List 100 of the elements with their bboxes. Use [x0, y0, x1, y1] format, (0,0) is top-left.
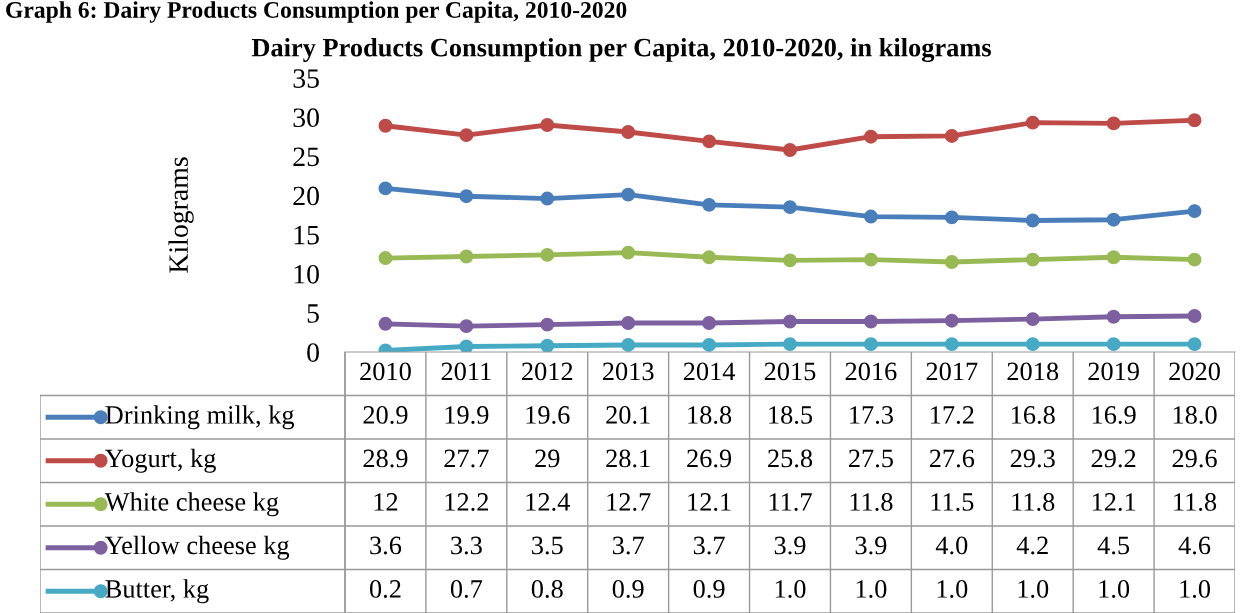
- data-label: 3.7: [612, 536, 644, 555]
- point: [540, 191, 555, 206]
- data-label: 19.6: [526, 406, 570, 424]
- point: [1025, 252, 1040, 267]
- point: [1187, 113, 1202, 128]
- x-tick-label: 2010: [360, 362, 411, 381]
- data-label: 17.3: [850, 406, 893, 424]
- x-tick-label: 2014: [683, 362, 736, 381]
- point: [863, 314, 878, 329]
- point: [1106, 116, 1121, 131]
- data-label: 1.0: [1099, 580, 1130, 598]
- y-tick-label: 35: [293, 69, 319, 88]
- point: [1025, 213, 1040, 228]
- point: [1025, 337, 1040, 352]
- data-label: 27.5: [848, 449, 893, 468]
- data-label: 20.1: [606, 406, 650, 424]
- point: [621, 316, 636, 330]
- data-label: 3.3: [451, 536, 482, 555]
- point: [702, 316, 717, 330]
- data-label: 16.8: [1011, 406, 1055, 424]
- data-label: 1.0: [856, 580, 887, 598]
- data-label: 0.9: [612, 580, 644, 598]
- point: [863, 129, 878, 144]
- point: [540, 118, 555, 132]
- point: [378, 118, 393, 133]
- data-label: 16.9: [1092, 406, 1136, 424]
- point: [621, 338, 636, 352]
- data-label: 29.2: [1091, 449, 1136, 468]
- point: [702, 250, 717, 265]
- y-tick-label: 10: [294, 264, 319, 284]
- data-label: 29.6: [1172, 449, 1217, 468]
- chart-title: Dairy Products Consumption per Capita, 2010-2020, in kilograms: [251, 37, 991, 63]
- data-label: 25.8: [768, 449, 813, 468]
- point: [1187, 204, 1202, 219]
- data-label: 12.7: [607, 493, 651, 511]
- point: [944, 210, 959, 225]
- point: [378, 251, 393, 266]
- y-tick-label: 20: [293, 186, 319, 206]
- point: [540, 338, 555, 352]
- x-tick-label: 2018: [1007, 362, 1059, 381]
- x-tick-label: 2015: [764, 362, 816, 381]
- data-label: 3.9: [855, 536, 887, 555]
- point: [783, 314, 797, 329]
- data-label: 11.7: [769, 493, 812, 511]
- data-label: 0.2: [369, 580, 401, 598]
- data-label: 18.0: [1173, 406, 1217, 424]
- x-tick-label: 2017: [926, 362, 978, 381]
- data-label: 1.0: [1180, 580, 1211, 598]
- legend-label: Drinking milk, kg: [105, 405, 295, 430]
- point: [944, 313, 959, 328]
- point: [1106, 212, 1121, 227]
- data-label: 12.4: [526, 493, 570, 511]
- data-label: 3.9: [774, 536, 806, 555]
- y-tick-label: 30: [293, 108, 319, 128]
- point: [1025, 115, 1040, 130]
- data-label: 26.9: [687, 449, 732, 468]
- data-label: 27.6: [929, 449, 975, 468]
- y-tick-label: 25: [293, 147, 319, 167]
- point: [1187, 309, 1202, 323]
- point: [783, 253, 797, 268]
- data-label: 18.5: [769, 406, 813, 424]
- data-label: 4.5: [1097, 536, 1130, 555]
- x-tick-label: 2012: [522, 362, 573, 381]
- data-label: 4.6: [1178, 536, 1211, 555]
- point: [378, 181, 393, 196]
- data-label: 4.0: [935, 536, 968, 555]
- legend-label: Yellow cheese kg: [105, 535, 290, 560]
- point: [378, 316, 393, 331]
- point: [540, 247, 555, 262]
- legend-label: Butter, kg: [105, 579, 209, 604]
- data-label: 0.7: [450, 580, 483, 598]
- point: [1106, 337, 1121, 352]
- data-label: 1.0: [937, 580, 968, 598]
- point: [459, 128, 474, 143]
- data-label: 11.8: [850, 493, 893, 511]
- point: [1106, 250, 1121, 265]
- point: [459, 339, 474, 352]
- point: [459, 319, 474, 334]
- data-label: 18.8: [688, 406, 732, 424]
- y-tick-label: 15: [294, 225, 319, 245]
- caption: Graph 6: Dairy Products Consumption per Capita, 2010-2020: [6, 1, 627, 23]
- data-label: 3.5: [532, 536, 563, 555]
- data-label: 29: [535, 449, 560, 468]
- y-axis-title: Kilograms: [168, 157, 194, 273]
- x-tick-label: 2016: [845, 362, 897, 381]
- point: [540, 317, 555, 332]
- data-label: 11.5: [931, 493, 974, 511]
- data-label: 20.9: [363, 406, 408, 424]
- x-tick-label: 2019: [1088, 362, 1139, 381]
- data-label: 11.8: [1174, 493, 1217, 511]
- point: [944, 128, 959, 143]
- data-label: 11.8: [1012, 493, 1055, 511]
- point: [702, 134, 717, 149]
- data-label: 3.7: [693, 536, 725, 555]
- point: [944, 337, 959, 352]
- point: [783, 200, 797, 215]
- data-label: 0.9: [693, 580, 725, 598]
- point: [459, 189, 474, 204]
- x-tick-label: 2020: [1169, 362, 1220, 381]
- point: [863, 337, 878, 352]
